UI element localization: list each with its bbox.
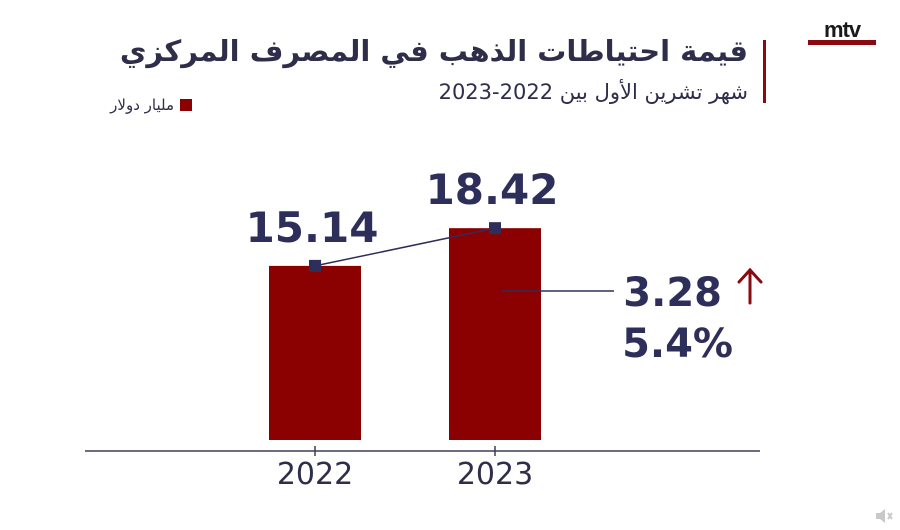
title-accent-bar bbox=[763, 40, 766, 103]
svg-text:mtv: mtv bbox=[824, 17, 862, 42]
value-label: 18.42 bbox=[426, 165, 559, 214]
up-arrow-icon bbox=[737, 267, 763, 305]
trend-line bbox=[314, 227, 496, 267]
trend-marker-2023 bbox=[489, 222, 501, 235]
value-label: 15.14 bbox=[246, 203, 379, 252]
x-tick-label: 2022 bbox=[277, 457, 353, 492]
bar-2022 bbox=[269, 265, 361, 440]
bar-2023 bbox=[449, 228, 541, 440]
chart-subtitle: شهر تشرين الأول بين 2022-2023 bbox=[438, 80, 748, 104]
change-percent: 5.4% bbox=[622, 321, 733, 367]
trend-marker-2022 bbox=[309, 259, 321, 272]
x-tick-label: 2023 bbox=[457, 457, 533, 492]
chart-title: قيمة احتياطات الذهب في المصرف المركزي bbox=[119, 34, 748, 68]
volume-icon[interactable] bbox=[873, 505, 895, 527]
legend-swatch bbox=[180, 99, 192, 111]
legend: مليار دولار bbox=[110, 96, 192, 114]
mtv-logo: mtv bbox=[808, 17, 876, 45]
change-value: 3.28 bbox=[623, 270, 722, 316]
legend-label: مليار دولار bbox=[110, 96, 174, 114]
